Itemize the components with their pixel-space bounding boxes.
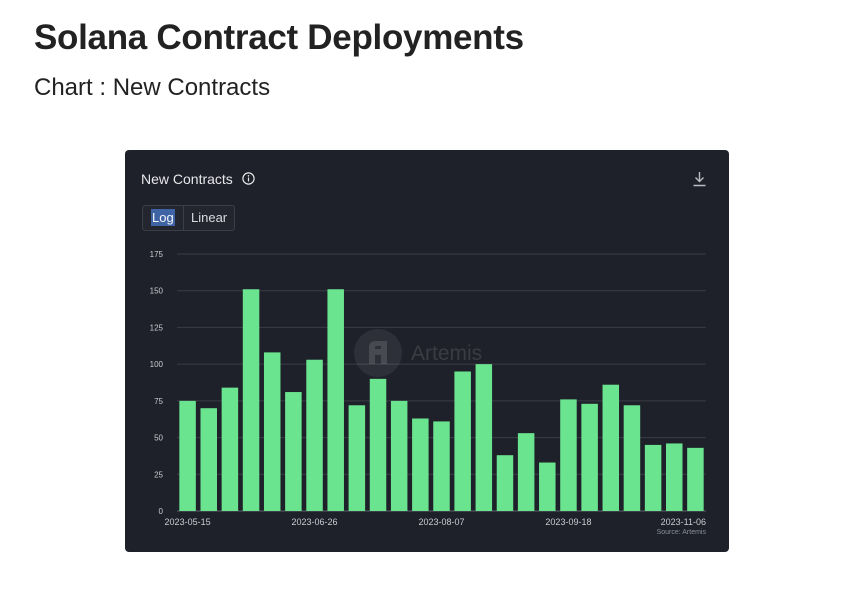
chart-title: New Contracts (141, 171, 233, 187)
bar-2023-05-22[interactable] (200, 408, 217, 511)
y-tick-label: 50 (154, 434, 163, 443)
bar-2023-09-11[interactable] (539, 462, 556, 511)
watermark: Artemis (354, 329, 482, 377)
bar-chart: 0 25 50 75 100 125 150 175 Artemis 2023-05-15 20… (150, 250, 707, 536)
y-tick-label: 100 (150, 360, 164, 369)
y-tick-label: 125 (150, 323, 164, 332)
artemis-logo-icon (354, 329, 402, 377)
bar-2023-07-31[interactable] (412, 418, 429, 511)
chart-card: 0 25 50 75 100 125 150 175 Artemis 2023-05-15 20… (125, 150, 729, 552)
y-tick-label: 25 (154, 470, 163, 479)
x-tick-label: 2023-05-15 (165, 517, 211, 527)
bar-2023-10-30[interactable] (687, 447, 704, 511)
x-tick-label: 2023-06-26 (292, 517, 338, 527)
watermark-text: Artemis (411, 342, 482, 365)
bar-2023-07-03[interactable] (327, 289, 344, 511)
bar-2023-06-12[interactable] (263, 352, 281, 511)
y-tick-label: 175 (150, 250, 164, 259)
page-title: Solana Contract Deployments (34, 18, 524, 57)
bar-2023-06-26[interactable] (306, 359, 323, 511)
bar-2023-10-16[interactable] (644, 444, 662, 511)
info-icon[interactable] (242, 172, 255, 185)
artemis-logo-mark (369, 341, 387, 364)
log-scale-button[interactable]: Log (151, 209, 175, 226)
download-icon[interactable] (692, 171, 707, 187)
bar-2023-05-15[interactable] (179, 400, 196, 511)
y-tick-label: 150 (150, 287, 164, 296)
bar-2023-08-14[interactable] (454, 371, 471, 511)
bar-2023-10-09[interactable] (623, 405, 641, 511)
toggle-divider (183, 206, 184, 230)
x-tick-label: 2023-11-06 (661, 517, 706, 527)
bar-2023-05-29[interactable] (221, 387, 239, 511)
bar-2023-08-21[interactable] (475, 364, 493, 511)
source-label: Source: Artemis (657, 529, 707, 536)
bar-2023-08-07[interactable] (433, 421, 450, 511)
linear-scale-button[interactable]: Linear (191, 210, 228, 225)
x-tick-label: 2023-09-18 (545, 517, 591, 527)
bar-2023-06-05[interactable] (242, 289, 260, 511)
page-subtitle: Chart : New Contracts (34, 74, 271, 101)
bar-2023-09-18[interactable] (560, 399, 577, 511)
bar-2023-07-10[interactable] (348, 405, 366, 511)
x-tick-label: 2023-08-07 (418, 517, 464, 527)
bar-2023-07-24[interactable] (390, 400, 408, 511)
y-tick-label: 75 (154, 397, 163, 406)
bar-2023-09-04[interactable] (517, 433, 535, 511)
scale-toggle: Log Linear (142, 205, 235, 231)
bar-2023-06-19[interactable] (285, 392, 302, 511)
y-tick-label: 0 (159, 507, 164, 516)
bar-2023-10-02[interactable] (602, 384, 620, 511)
bar-2023-09-25[interactable] (581, 403, 598, 511)
bar-2023-07-17[interactable] (369, 378, 387, 511)
bar-2023-10-23[interactable] (666, 443, 683, 511)
bar-2023-08-28[interactable] (496, 455, 514, 511)
